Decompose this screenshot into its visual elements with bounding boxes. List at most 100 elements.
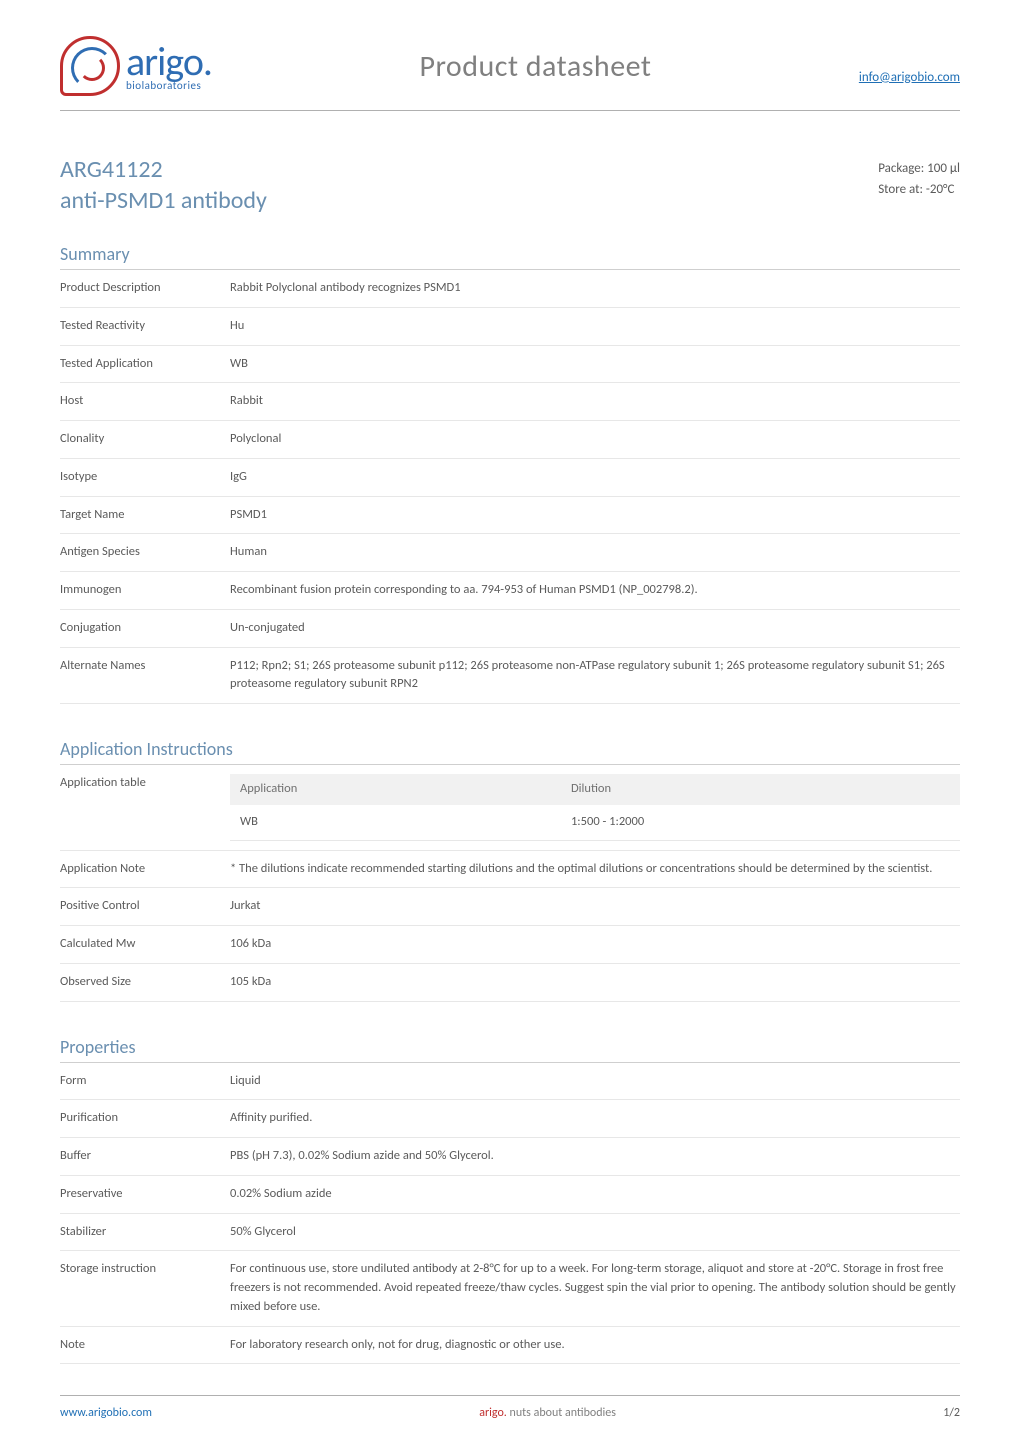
- props-key: Storage instruction: [60, 1260, 230, 1316]
- props-key: Preservative: [60, 1185, 230, 1204]
- section-title-app: Application Instructions: [60, 738, 960, 765]
- summary-val: WB: [230, 355, 960, 374]
- props-row: FormLiquid: [60, 1063, 960, 1101]
- summary-key: Target Name: [60, 506, 230, 525]
- summary-key: Tested Reactivity: [60, 317, 230, 336]
- store-label: Store at: -20°C: [878, 180, 960, 201]
- summary-key: Isotype: [60, 468, 230, 487]
- logo-text: arigo. biolaboratories: [126, 42, 212, 91]
- section-title-props: Properties: [60, 1036, 960, 1063]
- logo: arigo. biolaboratories: [60, 36, 212, 96]
- props-key: Note: [60, 1336, 230, 1355]
- app-th-application: Application: [230, 774, 561, 805]
- app-table-section: Application table Application Dilution W…: [60, 765, 960, 1002]
- summary-key: Alternate Names: [60, 657, 230, 695]
- package-label: Package: 100 μl: [878, 159, 960, 180]
- app-key: Positive Control: [60, 897, 230, 916]
- summary-row: ConjugationUn-conjugated: [60, 610, 960, 648]
- summary-row: Alternate NamesP112; Rpn2; S1; 26S prote…: [60, 648, 960, 705]
- props-val: 50% Glycerol: [230, 1223, 960, 1242]
- app-val: Jurkat: [230, 897, 960, 916]
- summary-row: Tested ReactivityHu: [60, 308, 960, 346]
- logo-sub: biolaboratories: [126, 80, 212, 91]
- logo-brand: arigo.: [126, 42, 212, 82]
- props-key: Buffer: [60, 1147, 230, 1166]
- product-head-right: Package: 100 μl Store at: -20°C: [878, 159, 960, 201]
- footer: www.arigobio.com arigo. nuts about antib…: [60, 1395, 960, 1420]
- app-table-wrap: Application Dilution WB 1:500 - 1:2000: [230, 774, 960, 841]
- footer-page-number: 1/2: [943, 1406, 960, 1420]
- summary-row: IsotypeIgG: [60, 459, 960, 497]
- app-tr: WB 1:500 - 1:2000: [230, 805, 960, 840]
- summary-table: Product DescriptionRabbit Polyclonal ant…: [60, 270, 960, 704]
- summary-val: Rabbit: [230, 392, 960, 411]
- logo-swirl-icon: [60, 36, 120, 96]
- summary-val: Un-conjugated: [230, 619, 960, 638]
- props-row: Stabilizer50% Glycerol: [60, 1214, 960, 1252]
- app-row: Application table Application Dilution W…: [60, 765, 960, 851]
- section-title-summary: Summary: [60, 243, 960, 270]
- props-val: PBS (pH 7.3), 0.02% Sodium azide and 50%…: [230, 1147, 960, 1166]
- summary-row: Target NamePSMD1: [60, 497, 960, 535]
- app-val: 106 kDa: [230, 935, 960, 954]
- footer-tag: nuts about antibodies: [510, 1406, 616, 1420]
- app-key: Calculated Mw: [60, 935, 230, 954]
- summary-key: Host: [60, 392, 230, 411]
- app-th-dilution: Dilution: [561, 774, 960, 805]
- props-val: For laboratory research only, not for dr…: [230, 1336, 960, 1355]
- app-key: Application Note: [60, 860, 230, 879]
- props-key: Form: [60, 1072, 230, 1091]
- props-val: For continuous use, store undiluted anti…: [230, 1260, 960, 1316]
- summary-val: Recombinant fusion protein corresponding…: [230, 581, 960, 600]
- summary-val: Polyclonal: [230, 430, 960, 449]
- summary-row: ClonalityPolyclonal: [60, 421, 960, 459]
- props-val: Liquid: [230, 1072, 960, 1091]
- props-val: Affinity purified.: [230, 1109, 960, 1128]
- summary-key: Conjugation: [60, 619, 230, 638]
- app-td-application: WB: [230, 805, 561, 840]
- summary-key: Immunogen: [60, 581, 230, 600]
- app-key: Observed Size: [60, 973, 230, 992]
- props-key: Stabilizer: [60, 1223, 230, 1242]
- summary-val: Hu: [230, 317, 960, 336]
- summary-row: Tested ApplicationWB: [60, 346, 960, 384]
- props-table: FormLiquid PurificationAffinity purified…: [60, 1063, 960, 1365]
- app-val: * The dilutions indicate recommended sta…: [230, 860, 960, 879]
- product-name: anti-PSMD1 antibody: [60, 186, 267, 215]
- summary-row: ImmunogenRecombinant fusion protein corr…: [60, 572, 960, 610]
- summary-row: HostRabbit: [60, 383, 960, 421]
- props-row: Storage instructionFor continuous use, s…: [60, 1251, 960, 1326]
- product-code: ARG41122: [60, 155, 267, 184]
- summary-key: Tested Application: [60, 355, 230, 374]
- summary-key: Product Description: [60, 279, 230, 298]
- summary-val: Human: [230, 543, 960, 562]
- app-row: Application Note* The dilutions indicate…: [60, 851, 960, 889]
- footer-website-link[interactable]: www.arigobio.com: [60, 1406, 152, 1420]
- summary-key: Antigen Species: [60, 543, 230, 562]
- email-link[interactable]: info@arigobio.com: [859, 70, 960, 85]
- summary-val: IgG: [230, 468, 960, 487]
- summary-val: PSMD1: [230, 506, 960, 525]
- app-td-dilution: 1:500 - 1:2000: [561, 805, 960, 840]
- header-bar: arigo. biolaboratories Product datasheet…: [60, 0, 960, 111]
- props-val: 0.02% Sodium azide: [230, 1185, 960, 1204]
- props-row: NoteFor laboratory research only, not fo…: [60, 1327, 960, 1365]
- summary-key: Clonality: [60, 430, 230, 449]
- props-key: Purification: [60, 1109, 230, 1128]
- footer-tagline: arigo. nuts about antibodies: [479, 1406, 616, 1420]
- app-row: Calculated Mw106 kDa: [60, 926, 960, 964]
- summary-row: Antigen SpeciesHuman: [60, 534, 960, 572]
- footer-brand: arigo.: [479, 1406, 507, 1420]
- summary-val: Rabbit Polyclonal antibody recognizes PS…: [230, 279, 960, 298]
- props-row: PurificationAffinity purified.: [60, 1100, 960, 1138]
- summary-row: Product DescriptionRabbit Polyclonal ant…: [60, 270, 960, 308]
- product-head-left: ARG41122 anti-PSMD1 antibody: [60, 155, 267, 215]
- props-row: BufferPBS (pH 7.3), 0.02% Sodium azide a…: [60, 1138, 960, 1176]
- props-row: Preservative0.02% Sodium azide: [60, 1176, 960, 1214]
- app-row: Observed Size105 kDa: [60, 964, 960, 1002]
- summary-val: P112; Rpn2; S1; 26S proteasome subunit p…: [230, 657, 960, 695]
- app-key: Application table: [60, 774, 230, 793]
- page-title: Product datasheet: [419, 48, 651, 85]
- app-val: 105 kDa: [230, 973, 960, 992]
- product-head: ARG41122 anti-PSMD1 antibody Package: 10…: [60, 155, 960, 215]
